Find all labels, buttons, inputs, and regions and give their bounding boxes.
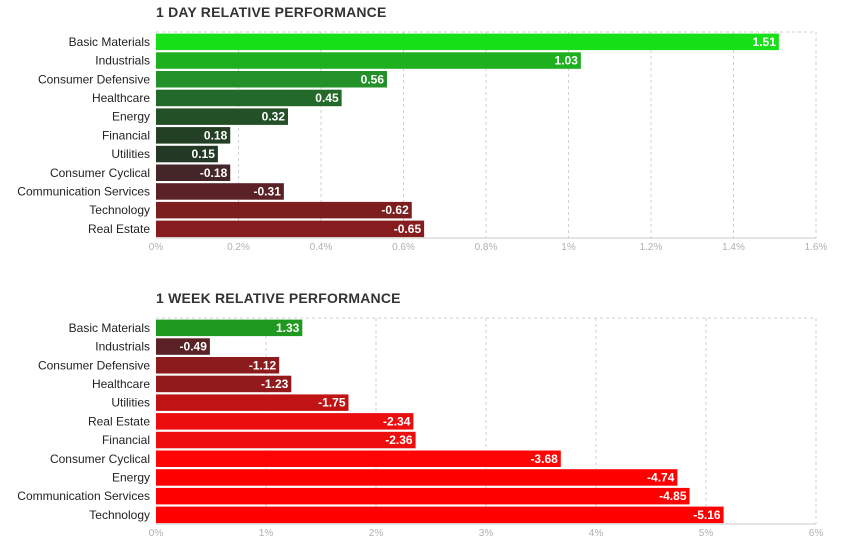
category-label: Consumer Cyclical — [50, 452, 150, 466]
bar[interactable] — [156, 469, 678, 486]
category-label: Basic Materials — [69, 321, 150, 335]
x-tick-label: 1.2% — [640, 242, 663, 253]
bar[interactable] — [156, 220, 425, 238]
category-label: Industrials — [95, 340, 150, 354]
bar[interactable] — [156, 357, 280, 374]
x-tick-label: 1% — [259, 528, 274, 539]
category-label: Utilities — [111, 147, 150, 161]
chart-title-1day: 1 DAY RELATIVE PERFORMANCE — [156, 4, 387, 20]
category-label: Energy — [112, 470, 150, 484]
chart-title-1week: 1 WEEK RELATIVE PERFORMANCE — [156, 290, 401, 306]
category-label: Industrials — [95, 54, 150, 68]
category-label: Financial — [102, 128, 150, 142]
bar-value-label: -3.68 — [530, 452, 558, 466]
x-tick-label: 5% — [699, 528, 714, 539]
bar-value-label: -0.65 — [394, 222, 422, 236]
x-tick-label: 0.4% — [310, 242, 333, 253]
bar[interactable] — [156, 201, 412, 219]
bar-value-label: 0.18 — [204, 128, 228, 142]
bar[interactable] — [156, 375, 292, 393]
chart-1week-relative-performance: 0% 1% 2% 3% 4% 5% 6% Basic Materials 1.33 Industr… — [17, 317, 824, 539]
category-label: Consumer Defensive — [38, 72, 150, 86]
bar[interactable] — [156, 450, 561, 468]
category-label: Energy — [112, 110, 150, 124]
bar-value-label: -2.34 — [383, 414, 411, 428]
bar-value-label: -0.18 — [200, 166, 228, 180]
bar-value-label: -2.36 — [385, 433, 413, 447]
x-tick-label: 4% — [589, 528, 604, 539]
bar-value-label: 1.51 — [753, 35, 777, 49]
bar-value-label: 0.32 — [262, 110, 286, 124]
bar[interactable] — [156, 108, 288, 125]
category-label: Consumer Cyclical — [50, 166, 150, 180]
category-label: Basic Materials — [69, 35, 150, 49]
bar[interactable] — [156, 145, 218, 163]
bar-value-label: 0.56 — [361, 72, 385, 86]
bar[interactable] — [156, 71, 387, 88]
category-label: Technology — [89, 508, 150, 522]
x-tick-label: 1.4% — [722, 242, 745, 253]
category-label: Healthcare — [92, 377, 150, 391]
bar[interactable] — [156, 413, 414, 430]
category-label: Consumer Defensive — [38, 358, 150, 372]
x-tick-label: 0.8% — [475, 242, 498, 253]
x-tick-label: 0.6% — [392, 242, 415, 253]
bar-value-label: -1.12 — [249, 358, 277, 372]
bar[interactable] — [156, 394, 349, 411]
bar-value-label: -5.16 — [693, 508, 721, 522]
bar-value-label: -4.85 — [659, 489, 687, 503]
x-tick-label: 0.2% — [227, 242, 250, 253]
category-label: Communication Services — [17, 489, 150, 503]
bar[interactable] — [156, 52, 581, 69]
bar-value-label: 0.15 — [192, 147, 216, 161]
bar[interactable] — [156, 164, 231, 182]
bar-value-label: -0.49 — [180, 340, 208, 354]
bar[interactable] — [156, 338, 210, 355]
bar-value-label: -4.74 — [647, 470, 675, 484]
bar[interactable] — [156, 33, 779, 51]
bar-value-label: -0.62 — [381, 203, 409, 217]
bar[interactable] — [156, 431, 416, 449]
x-tick-label: 1% — [561, 242, 576, 253]
category-label: Real Estate — [88, 414, 150, 428]
category-label: Healthcare — [92, 91, 150, 105]
bar[interactable] — [156, 183, 284, 200]
bar[interactable] — [156, 487, 690, 505]
category-label: Utilities — [111, 396, 150, 410]
x-tick-label: 2% — [369, 528, 384, 539]
bar-value-label: -1.75 — [318, 396, 346, 410]
x-tick-label: 3% — [479, 528, 494, 539]
x-tick-label: 0% — [149, 242, 164, 253]
category-label: Communication Services — [17, 184, 150, 198]
bar[interactable] — [156, 506, 724, 524]
category-label: Real Estate — [88, 222, 150, 236]
bar-value-label: 1.03 — [555, 54, 579, 68]
category-label: Financial — [102, 433, 150, 447]
x-tick-label: 0% — [149, 528, 164, 539]
x-tick-label: 6% — [809, 528, 824, 539]
bar-value-label: -1.23 — [261, 377, 289, 391]
chart-1day-relative-performance: 0% 0.2% 0.4% 0.6% 0.8% 1% 1.2% 1.4% 1.6% Basic Ma… — [17, 31, 828, 253]
category-label: Technology — [89, 203, 150, 217]
bar[interactable] — [156, 89, 342, 107]
bar-value-label: -0.31 — [254, 184, 282, 198]
x-tick-label: 1.6% — [805, 242, 828, 253]
bar[interactable] — [156, 319, 303, 337]
bar-value-label: 0.45 — [315, 91, 339, 105]
bar[interactable] — [156, 127, 231, 144]
bar-value-label: 1.33 — [276, 321, 300, 335]
